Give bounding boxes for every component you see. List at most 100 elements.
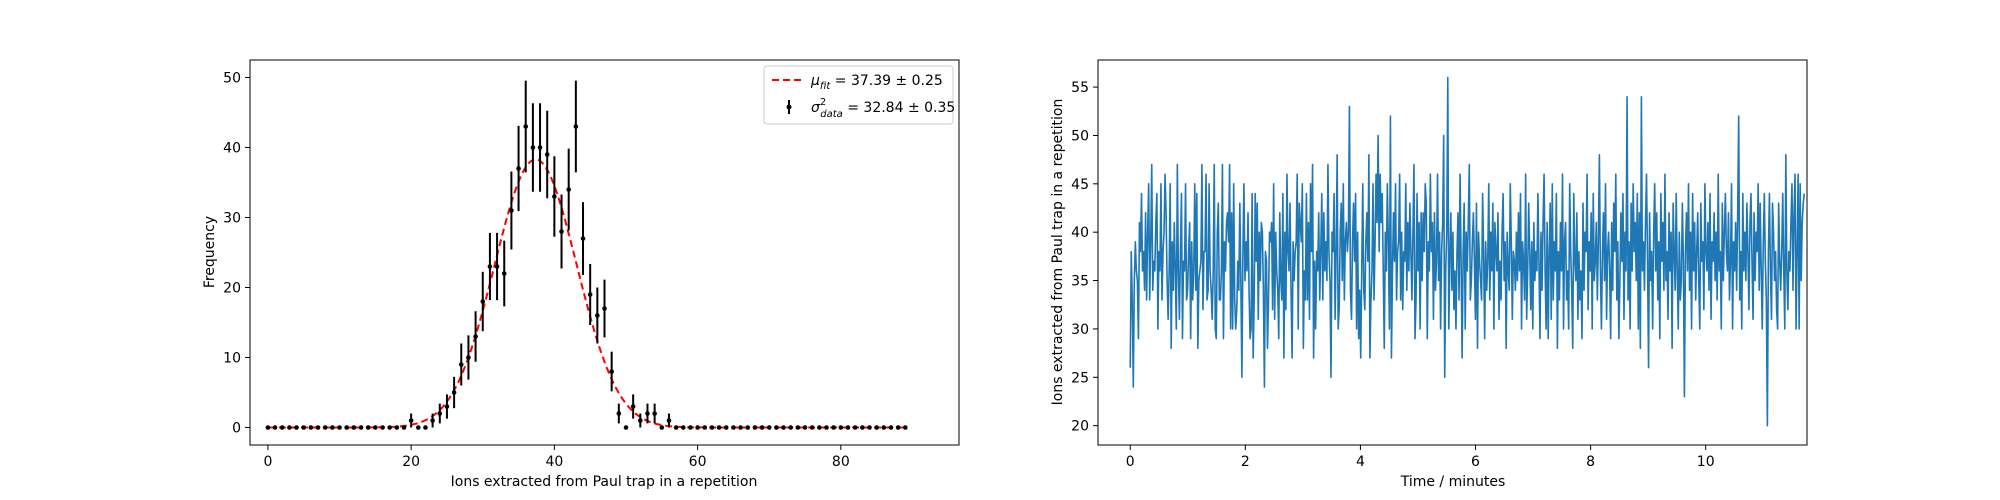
data-point	[731, 425, 736, 430]
legend-box	[763, 65, 954, 125]
right-xtick-label: 0	[1126, 454, 1135, 470]
right-ytick-label: 40	[1071, 225, 1089, 241]
data-point	[673, 425, 679, 430]
data-point	[301, 425, 307, 430]
right-ytick-label: 50	[1071, 128, 1089, 144]
left-ytick-label: 40	[223, 141, 241, 157]
data-point	[315, 425, 321, 430]
data-point	[902, 425, 908, 430]
data-point	[824, 425, 829, 430]
legend-fit-label: μfit = 37.39 ± 0.25	[810, 73, 943, 92]
data-point	[552, 194, 557, 199]
data-point	[430, 418, 435, 423]
data-point	[623, 425, 629, 430]
left-ytick-label: 0	[232, 421, 241, 437]
left-xtick-label: 40	[545, 454, 563, 470]
data-point	[595, 313, 600, 318]
data-point	[580, 236, 586, 241]
left-xlabel: Ions extracted from Paul trap in a repet…	[451, 474, 758, 490]
data-point	[365, 425, 371, 430]
data-point	[895, 425, 901, 430]
data-point	[838, 425, 844, 430]
data-point	[566, 187, 571, 192]
data-point	[358, 425, 364, 430]
data-point	[867, 425, 872, 430]
data-point	[602, 306, 607, 311]
data-point	[294, 425, 299, 430]
left-xtick-label: 20	[402, 454, 420, 470]
data-point	[330, 425, 335, 430]
data-point	[444, 404, 450, 409]
left-ytick-label: 50	[223, 71, 241, 87]
right-ytick-label: 55	[1071, 80, 1089, 96]
data-point	[322, 425, 328, 430]
data-point	[774, 425, 779, 430]
data-point	[716, 425, 722, 430]
data-point	[509, 208, 514, 213]
data-point	[702, 425, 708, 430]
data-point	[860, 425, 865, 430]
data-point	[766, 425, 772, 430]
data-point	[523, 124, 529, 129]
data-point	[344, 425, 349, 430]
data-point	[852, 425, 858, 430]
data-point	[458, 362, 464, 367]
data-point	[337, 425, 342, 430]
data-point	[609, 369, 614, 374]
data-point	[723, 425, 729, 430]
data-point	[487, 264, 493, 269]
data-point	[287, 425, 292, 430]
data-point	[466, 355, 471, 360]
right-ytick-label: 45	[1071, 177, 1089, 193]
data-point	[537, 145, 543, 150]
left-ytick-label: 20	[223, 281, 241, 297]
data-point	[451, 390, 457, 395]
data-point	[630, 404, 636, 409]
data-point	[544, 152, 550, 157]
data-point	[516, 166, 521, 171]
data-point	[659, 425, 665, 430]
right-axis-ticks: 0 2 4 6 8 10 20 25 30 35 40 45 50 55	[1071, 80, 1714, 470]
data-point	[888, 425, 894, 430]
time-series-line	[1129, 76, 1806, 427]
legend: μfit = 37.39 ± 0.25 σ2 data = 32.84 ± 0.3…	[763, 65, 955, 125]
data-point	[387, 425, 392, 430]
data-point	[817, 425, 822, 430]
right-ytick-label: 20	[1071, 419, 1089, 435]
data-point	[415, 425, 421, 430]
data-point	[616, 411, 622, 416]
data-point	[745, 425, 751, 430]
right-xtick-label: 4	[1356, 454, 1365, 470]
data-point	[373, 425, 378, 430]
histogram-plot: 0 20 40 60 80 0 10 20 30 40 50 Ions extracted from…	[202, 59, 960, 490]
data-point	[874, 425, 879, 430]
data-points-group	[265, 80, 908, 430]
left-axis-ticks: 0 20 40 60 80 0 10 20 30 40 50	[223, 71, 850, 471]
data-point	[559, 229, 564, 234]
data-point	[408, 418, 414, 423]
data-point	[265, 425, 271, 430]
data-point	[394, 425, 400, 430]
data-point	[401, 425, 407, 430]
right-xlabel: Time / minutes	[1400, 474, 1506, 490]
data-point	[738, 425, 743, 430]
data-point	[809, 425, 815, 430]
data-point	[788, 425, 794, 430]
data-point	[752, 425, 758, 430]
left-ytick-label: 10	[223, 351, 241, 367]
data-point	[638, 418, 643, 423]
left-xtick-label: 0	[263, 454, 272, 470]
right-xtick-label: 6	[1471, 454, 1480, 470]
right-ytick-label: 35	[1071, 274, 1089, 290]
data-point	[652, 411, 657, 416]
data-point	[845, 425, 851, 430]
data-point	[666, 418, 672, 423]
data-point	[831, 425, 836, 430]
data-point	[437, 411, 443, 416]
data-point	[759, 425, 765, 430]
left-ytick-label: 30	[223, 211, 241, 227]
right-ylabel: Ions extracted from Paul trap in a repet…	[1050, 99, 1066, 406]
left-xtick-label: 60	[689, 454, 707, 470]
data-point	[473, 334, 478, 339]
